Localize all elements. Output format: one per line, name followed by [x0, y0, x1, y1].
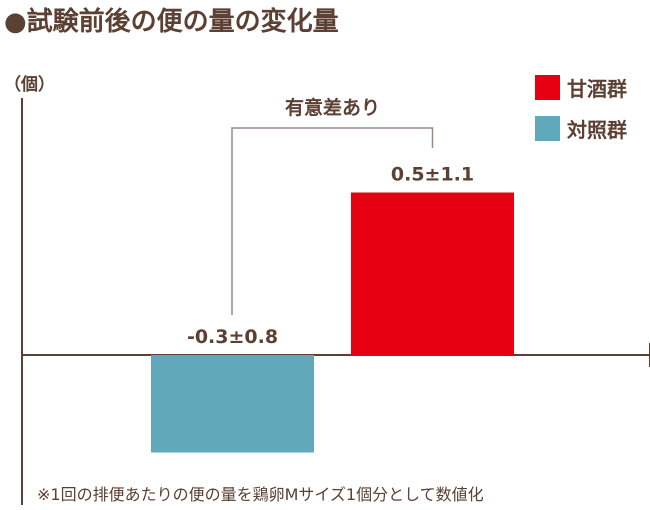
- legend-label-amazake: 甘酒群: [567, 77, 627, 101]
- significance-label: 有意差あり: [285, 96, 380, 119]
- legend: 甘酒群 対照群: [535, 75, 627, 142]
- value-label-control: -0.3±0.8: [187, 326, 278, 348]
- legend-swatch-amazake: [535, 75, 560, 100]
- y-axis-label: （個）: [4, 74, 55, 95]
- legend-swatch-control: [535, 116, 560, 141]
- legend-label-control: 対照群: [566, 118, 627, 142]
- bar-amazake: [351, 192, 514, 355]
- value-label-amazake: 0.5±1.1: [391, 164, 474, 186]
- footnote: ※1回の排便あたりの便の量を鶏卵Mサイズ1個分として数値化: [37, 485, 484, 504]
- bar-control: [151, 355, 314, 453]
- significance-bracket: [231, 127, 434, 315]
- chart-title: ●試験前後の便の量の変化量: [4, 6, 339, 37]
